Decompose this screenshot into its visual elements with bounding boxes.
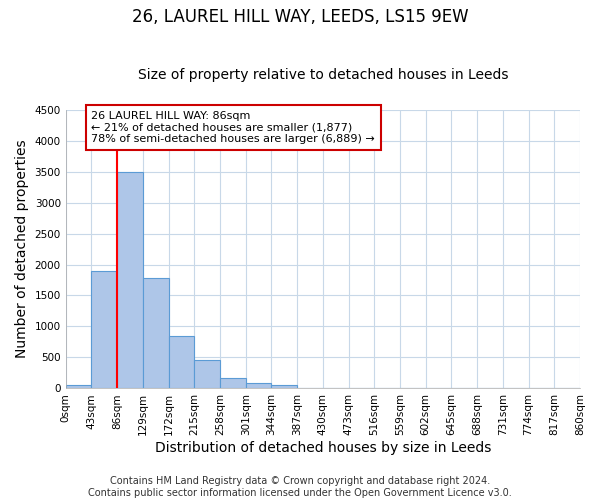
Bar <box>220 378 245 388</box>
Text: Contains HM Land Registry data © Crown copyright and database right 2024.
Contai: Contains HM Land Registry data © Crown c… <box>88 476 512 498</box>
Bar <box>91 270 117 388</box>
Text: 26 LAUREL HILL WAY: 86sqm
← 21% of detached houses are smaller (1,877)
78% of se: 26 LAUREL HILL WAY: 86sqm ← 21% of detac… <box>91 111 375 144</box>
Y-axis label: Number of detached properties: Number of detached properties <box>15 140 29 358</box>
Text: 26, LAUREL HILL WAY, LEEDS, LS15 9EW: 26, LAUREL HILL WAY, LEEDS, LS15 9EW <box>131 8 469 26</box>
Bar <box>65 386 91 388</box>
Bar <box>169 336 194 388</box>
Title: Size of property relative to detached houses in Leeds: Size of property relative to detached ho… <box>137 68 508 82</box>
Bar <box>143 278 169 388</box>
Bar <box>117 172 143 388</box>
Bar <box>194 360 220 388</box>
X-axis label: Distribution of detached houses by size in Leeds: Distribution of detached houses by size … <box>155 441 491 455</box>
Bar <box>271 385 297 388</box>
Bar <box>245 383 271 388</box>
